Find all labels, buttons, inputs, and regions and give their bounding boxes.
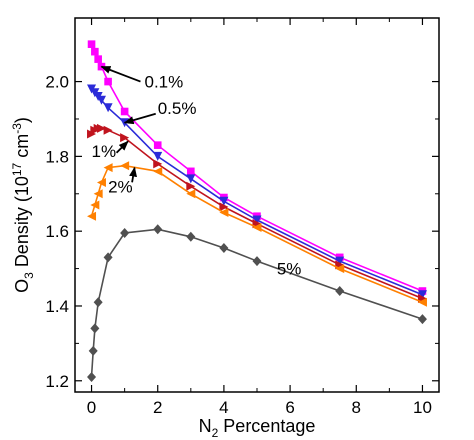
- annotation-label: 5%: [277, 260, 302, 279]
- x-tick-label: 10: [413, 398, 432, 417]
- data-point: [186, 189, 196, 199]
- y-tick-label: 1.8: [45, 147, 69, 166]
- data-point: [335, 264, 345, 274]
- data-point: [153, 224, 163, 235]
- data-point: [91, 47, 99, 56]
- y-tick-label: 1.6: [45, 222, 69, 241]
- data-point: [153, 166, 163, 176]
- data-point: [186, 181, 196, 191]
- x-tick-labels: 0 2 4 6 8 10: [87, 398, 432, 417]
- data-point: [153, 159, 163, 169]
- data-point: [93, 297, 103, 308]
- y-axis-label-sub: 3: [22, 272, 36, 279]
- data-point: [93, 189, 103, 199]
- data-point: [120, 228, 130, 239]
- data-point: [417, 290, 427, 300]
- data-point: [87, 40, 96, 48]
- annotations-group: 0.1% 0.5% 1% 2% 5%: [92, 65, 302, 279]
- data-point: [94, 55, 102, 63]
- x-tick-label: 6: [285, 398, 294, 417]
- data-point: [186, 231, 196, 242]
- y-tick-label: 1.4: [45, 297, 69, 316]
- x-axis-label-rest: Percentage: [218, 416, 315, 436]
- series-line: [90, 43, 423, 292]
- annotation-label: 1%: [92, 142, 117, 161]
- x-tick-label: 2: [153, 398, 162, 417]
- x-axis-label-main: N: [199, 416, 212, 436]
- data-point: [120, 133, 130, 143]
- x-tick-label: 8: [352, 398, 361, 417]
- data-point: [252, 256, 262, 267]
- y-tick-label: 1.2: [45, 372, 69, 391]
- data-point: [417, 314, 427, 325]
- x-tick-label: 4: [219, 398, 228, 417]
- annotation-label: 2%: [108, 177, 133, 196]
- annotation-label: 0.5%: [158, 99, 197, 118]
- data-point: [335, 256, 345, 266]
- y-tick-label: 2.0: [45, 73, 69, 92]
- annotation-label: 0.1%: [144, 73, 183, 92]
- data-point: [120, 161, 130, 171]
- data-point: [219, 202, 229, 212]
- data-point: [103, 103, 113, 113]
- data-point: [120, 107, 129, 116]
- x-tick-label: 0: [87, 398, 96, 417]
- data-point: [187, 167, 195, 176]
- data-point: [417, 297, 427, 307]
- annotation-arrow: [100, 65, 141, 83]
- data-point: [96, 123, 106, 133]
- data-point: [90, 323, 100, 334]
- data-point: [103, 252, 113, 263]
- data-point: [88, 345, 98, 356]
- data-point: [153, 151, 163, 161]
- y-axis-label-rest2: cm: [12, 134, 32, 163]
- y-axis-label-close: ): [12, 117, 32, 123]
- y-axis-label-sup: 17: [10, 162, 24, 176]
- data-point: [90, 200, 100, 210]
- data-point: [219, 243, 229, 254]
- annotation-arrow: [123, 112, 156, 125]
- y-axis-label: O3 Density (1017 cm-3): [10, 117, 36, 293]
- plot-frame: [74, 17, 440, 393]
- x-axis-label: N2 Percentage: [199, 416, 316, 440]
- y-axis-label-main: O: [12, 279, 32, 293]
- data-point: [103, 163, 113, 173]
- data-point: [96, 178, 106, 188]
- series-line: [90, 164, 423, 303]
- annotation-arrow: [115, 140, 129, 154]
- data-point: [219, 207, 229, 217]
- series-group: [87, 40, 427, 383]
- data-point: [87, 372, 97, 383]
- data-point: [153, 141, 162, 149]
- y-tick-labels: 1.2 1.4 1.6 1.8 2.0: [45, 73, 69, 391]
- data-point: [335, 286, 345, 297]
- y-axis-label-sup2: -3: [10, 123, 24, 134]
- data-point: [186, 174, 196, 184]
- data-point: [96, 95, 106, 105]
- data-point: [87, 211, 97, 221]
- tick-marks: [75, 18, 439, 392]
- data-point: [252, 215, 262, 225]
- data-point: [252, 222, 262, 232]
- annotation-arrow: [129, 166, 138, 183]
- series-line: [90, 228, 423, 378]
- y-axis-label-rest: Density (10: [12, 176, 32, 272]
- data-point: [104, 77, 112, 86]
- data-point: [103, 125, 113, 135]
- x-axis-label-sub: 2: [212, 426, 219, 440]
- data-point: [219, 196, 229, 206]
